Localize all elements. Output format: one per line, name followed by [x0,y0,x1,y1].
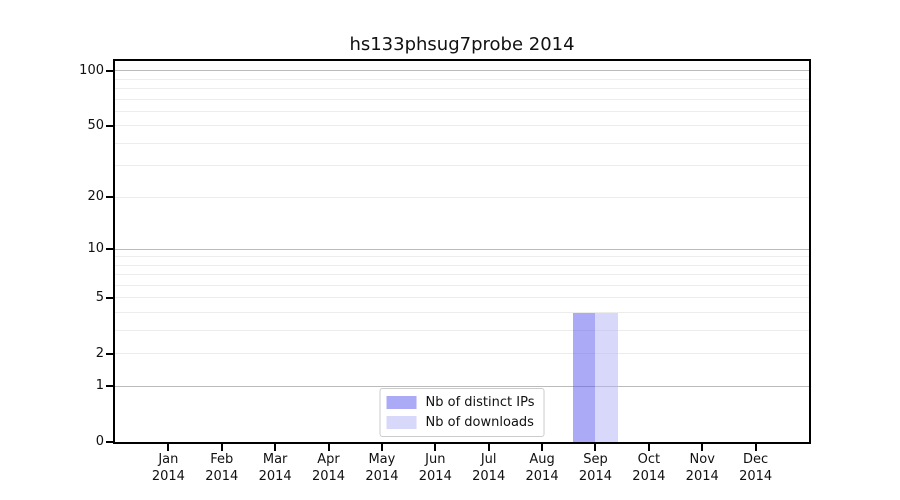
x-tick-month: Jul [480,452,497,467]
x-tick-year: 2014 [151,469,185,484]
gridlines-layer [115,61,809,442]
x-tick-label: Aug 2014 [510,451,574,485]
x-tick-label: Jan 2014 [136,451,200,485]
legend-entry-distinct-ips: Nb of distinct IPs [386,395,535,410]
x-tick-year: 2014 [365,469,399,484]
gridline-minor [115,110,809,112]
legend-label-distinct-ips: Nb of distinct IPs [425,395,535,410]
gridline-minor [115,98,809,100]
y-tick-label: 5 [95,289,104,305]
x-tick-year: 2014 [311,469,346,484]
y-tick-label: 2 [95,345,104,361]
gridline-minor [115,196,809,198]
gridline-minor [115,329,809,331]
gridline-minor [115,256,809,258]
y-tick [106,352,113,355]
x-tick-year: 2014 [685,469,719,484]
x-tick-month: Nov [689,452,715,467]
x-tick-label: Dec 2014 [724,451,788,485]
y-tick [106,124,113,127]
x-tick-label: Nov 2014 [670,451,734,485]
gridline-major [115,248,809,250]
x-tick [380,444,383,451]
x-tick [327,444,330,451]
x-tick [434,444,437,451]
x-tick-year: 2014 [739,469,773,484]
bar-nb-of-downloads [595,312,618,442]
y-tick-label: 20 [87,189,104,205]
x-tick [487,444,490,451]
y-tick-label: 10 [87,241,104,257]
gridline-minor [115,87,809,89]
gridline-major [115,385,809,387]
bar-nb-of-distinct-ips [572,312,596,442]
legend-entry-downloads: Nb of downloads [386,415,535,430]
x-tick [541,444,544,451]
y-tick-label: 0 [95,434,104,449]
x-tick [701,444,704,451]
legend-label-downloads: Nb of downloads [425,415,534,430]
x-tick-month: May [368,452,396,467]
x-tick-year: 2014 [258,469,292,484]
x-tick-month: Apr [317,452,340,467]
x-tick [754,444,757,451]
y-tick [106,296,113,299]
x-tick-label: Jun 2014 [403,451,467,485]
x-tick-month: Jan [158,452,179,467]
x-tick-label: Apr 2014 [297,451,361,485]
legend-swatch-distinct-ips [386,396,417,409]
x-tick-label: Feb 2014 [190,451,254,485]
x-tick [274,444,277,451]
gridline-minor [115,78,809,80]
gridline-minor [115,353,809,355]
gridline-minor [115,312,809,314]
x-tick-month: Dec [743,452,769,467]
x-tick-label: Mar 2014 [243,451,307,485]
y-tick-label: 100 [79,62,104,78]
gridline-minor [115,125,809,127]
x-tick-year: 2014 [205,469,239,484]
gridline-minor [115,274,809,276]
y-tick [106,248,113,251]
y-tick [106,441,113,443]
x-tick-month: Sep [583,452,608,467]
legend: Nb of distinct IPs Nb of downloads [379,388,545,437]
y-tick [106,69,113,72]
gridline-minor [115,297,809,299]
x-tick [647,444,650,451]
chart-title: hs133phsug7probe 2014 [349,34,575,55]
y-tick [106,196,113,199]
x-tick-label: May 2014 [350,451,414,485]
x-tick-month: Aug [529,452,555,467]
x-tick-month: Mar [262,452,288,467]
x-tick [594,444,597,451]
y-tick [106,385,113,388]
x-tick [167,444,170,451]
x-tick-label: Oct 2014 [617,451,681,485]
x-tick-label: Jul 2014 [457,451,521,485]
y-tick-label: 50 [87,117,104,133]
x-tick-year: 2014 [525,469,559,484]
gridline-minor [115,284,809,286]
axes-ticks-layer: 0 1 2 5 10 20 50 100 Jan 2014 Feb 2014 Mar 2014 Apr 201… [79,61,809,484]
gridline-minor [115,264,809,266]
plot-area: 0 1 2 5 10 20 50 100 Jan 2014 Feb 2014 Mar 2014 Apr 201… [79,59,811,484]
y-tick-label: 1 [95,378,104,394]
gridline-major [115,70,809,72]
x-tick [220,444,223,451]
x-tick-year: 2014 [418,469,452,484]
x-tick-year: 2014 [632,469,666,484]
x-tick-month: Jun [425,452,446,467]
x-tick-year: 2014 [472,469,506,484]
x-tick-label: Sep 2014 [563,451,627,485]
gridline-minor [115,165,809,167]
x-tick-month: Feb [210,452,234,467]
gridline-minor [115,142,809,144]
bars-layer [115,61,809,442]
x-tick-month: Oct [637,452,661,467]
x-tick-year: 2014 [578,469,612,484]
legend-swatch-downloads [386,416,417,429]
